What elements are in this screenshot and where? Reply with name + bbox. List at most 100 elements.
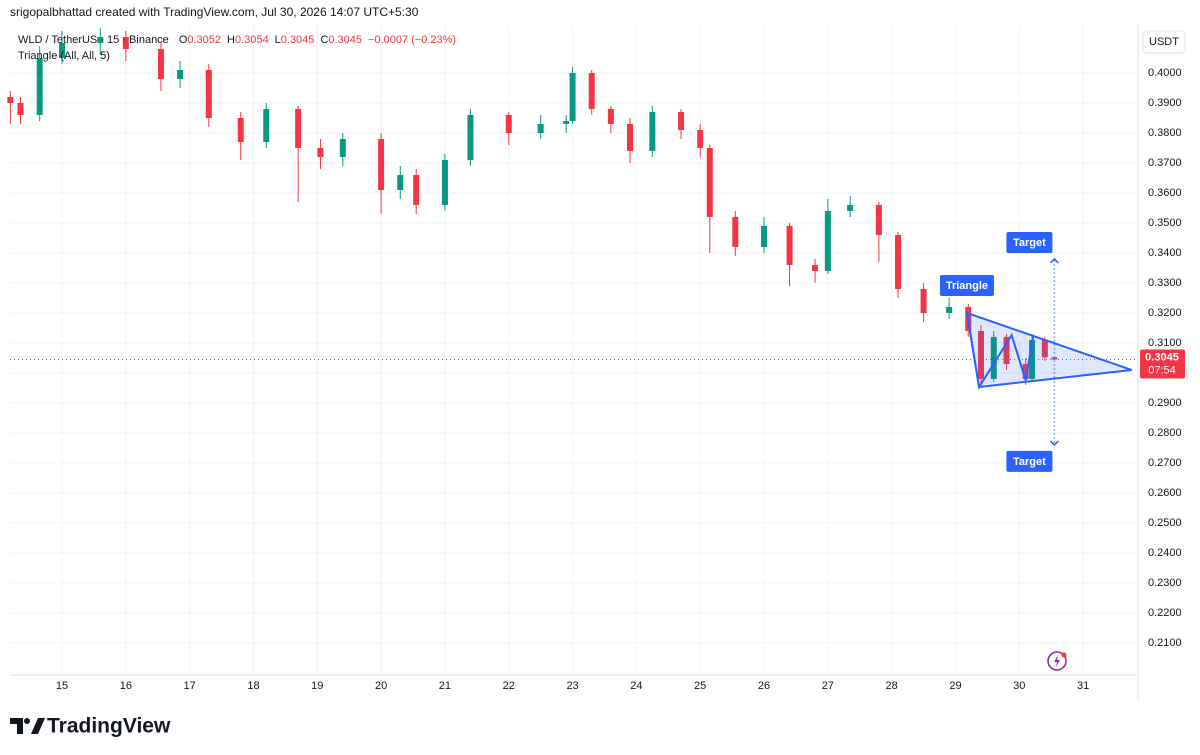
candle-body bbox=[569, 72, 576, 121]
target-label: Target bbox=[1013, 456, 1046, 468]
candle-body bbox=[205, 69, 212, 118]
y-tick-label: 0.3300 bbox=[1148, 277, 1182, 289]
plot-area bbox=[7, 25, 1138, 675]
last-price-box bbox=[1140, 349, 1185, 379]
candle-body bbox=[378, 138, 385, 190]
candle-body bbox=[177, 69, 184, 79]
candle-body bbox=[812, 264, 819, 271]
indicator-label: Triangle (All, All, 5) bbox=[18, 50, 110, 62]
candle-body bbox=[627, 123, 634, 151]
legend-change: −0.0007 (−0.23%) bbox=[368, 34, 456, 46]
y-tick-label: 0.3900 bbox=[1148, 97, 1182, 109]
candle-body bbox=[537, 123, 544, 133]
pattern-label-box bbox=[939, 274, 994, 296]
y-tick-label: 0.3400 bbox=[1148, 247, 1182, 259]
candle-body bbox=[317, 147, 324, 157]
candle-body bbox=[847, 204, 854, 211]
candle-body bbox=[607, 108, 614, 124]
candle-body bbox=[1029, 339, 1036, 379]
candle-body bbox=[588, 72, 595, 109]
legend: WLD / TetherUS · 15 · Binance O0.3052 H0.3… bbox=[18, 34, 456, 46]
candle-body bbox=[1041, 339, 1048, 358]
candle-body bbox=[505, 114, 512, 133]
x-tick-label: 22 bbox=[503, 680, 515, 692]
currency-button[interactable] bbox=[1142, 30, 1186, 54]
legend-field-label: C bbox=[320, 34, 328, 46]
candle-body bbox=[467, 114, 474, 160]
x-tick-label: 29 bbox=[949, 680, 961, 692]
candle-body bbox=[678, 111, 685, 130]
y-tick-label: 0.2400 bbox=[1148, 547, 1182, 559]
legend-field-label: L bbox=[275, 34, 281, 46]
candle-body bbox=[339, 138, 346, 157]
candle-body bbox=[59, 42, 66, 58]
x-tick-label: 16 bbox=[120, 680, 132, 692]
candle-body bbox=[824, 210, 831, 271]
y-tick-label: 0.2300 bbox=[1148, 577, 1182, 589]
candle-body bbox=[978, 330, 985, 379]
legend-field-value: 0.3052 bbox=[187, 34, 221, 46]
candle-body bbox=[397, 174, 404, 190]
countdown-label: 07:54 bbox=[1148, 364, 1176, 376]
y-tick-label: 0.2800 bbox=[1148, 427, 1182, 439]
y-tick-label: 0.4000 bbox=[1148, 67, 1182, 79]
target-arrow bbox=[1049, 257, 1059, 264]
y-tick-label: 0.2100 bbox=[1148, 637, 1182, 649]
x-tick-label: 20 bbox=[375, 680, 387, 692]
y-tick-label: 0.3800 bbox=[1148, 127, 1182, 139]
x-tick-label: 15 bbox=[56, 680, 68, 692]
candle-body bbox=[237, 117, 244, 142]
y-tick-label: 0.2900 bbox=[1148, 397, 1182, 409]
last-price-label: 0.3045 bbox=[1145, 351, 1179, 363]
candle-body bbox=[697, 129, 704, 148]
y-tick-label: 0.3700 bbox=[1148, 157, 1182, 169]
candle-body bbox=[122, 36, 129, 49]
candle-body bbox=[732, 216, 739, 247]
candle-body bbox=[157, 48, 164, 79]
y-tick-label: 0.2700 bbox=[1148, 457, 1182, 469]
candle-body bbox=[563, 120, 570, 124]
x-tick-label: 17 bbox=[184, 680, 196, 692]
candle-body bbox=[17, 102, 24, 115]
candle-body bbox=[706, 147, 713, 217]
x-tick-label: 25 bbox=[694, 680, 706, 692]
legend-field-label: O bbox=[179, 34, 188, 46]
y-tick-label: 0.3100 bbox=[1148, 337, 1182, 349]
candle-body bbox=[441, 159, 448, 205]
x-tick-label: 27 bbox=[822, 680, 834, 692]
x-tick-label: 28 bbox=[886, 680, 898, 692]
candle-body bbox=[295, 108, 302, 148]
target-arrow bbox=[1049, 440, 1059, 446]
currency[interactable]: USDT bbox=[1149, 36, 1179, 48]
y-tick-label: 0.3500 bbox=[1148, 217, 1182, 229]
y-tick-label: 0.3600 bbox=[1148, 187, 1182, 199]
brand-name: TradingView bbox=[47, 715, 171, 738]
alert-icon[interactable] bbox=[1047, 651, 1067, 671]
x-tick-label: 19 bbox=[311, 680, 323, 692]
candle-body bbox=[7, 96, 14, 103]
candle-body bbox=[990, 336, 997, 379]
legend-field-label: H bbox=[227, 34, 235, 46]
candle-body bbox=[263, 108, 270, 142]
target-label-box bbox=[1006, 231, 1053, 253]
x-tick-label: 21 bbox=[439, 680, 451, 692]
candle-body bbox=[946, 306, 953, 313]
y-tick-label: 0.2600 bbox=[1148, 487, 1182, 499]
candle-body bbox=[36, 57, 43, 115]
candle-body bbox=[761, 225, 768, 247]
candle-body bbox=[97, 36, 104, 43]
x-tick-label: 18 bbox=[247, 680, 259, 692]
x-tick-label: 30 bbox=[1013, 680, 1025, 692]
y-tick-label: 0.2500 bbox=[1148, 517, 1182, 529]
candle-body bbox=[895, 234, 902, 289]
candle-body bbox=[1051, 357, 1058, 360]
candle-body bbox=[413, 174, 420, 205]
candle-body bbox=[649, 111, 656, 151]
x-tick-label: 26 bbox=[758, 680, 770, 692]
y-tick-label: 0.2200 bbox=[1148, 607, 1182, 619]
legend-field-value: 0.3045 bbox=[281, 34, 315, 46]
candle-body bbox=[875, 204, 882, 235]
